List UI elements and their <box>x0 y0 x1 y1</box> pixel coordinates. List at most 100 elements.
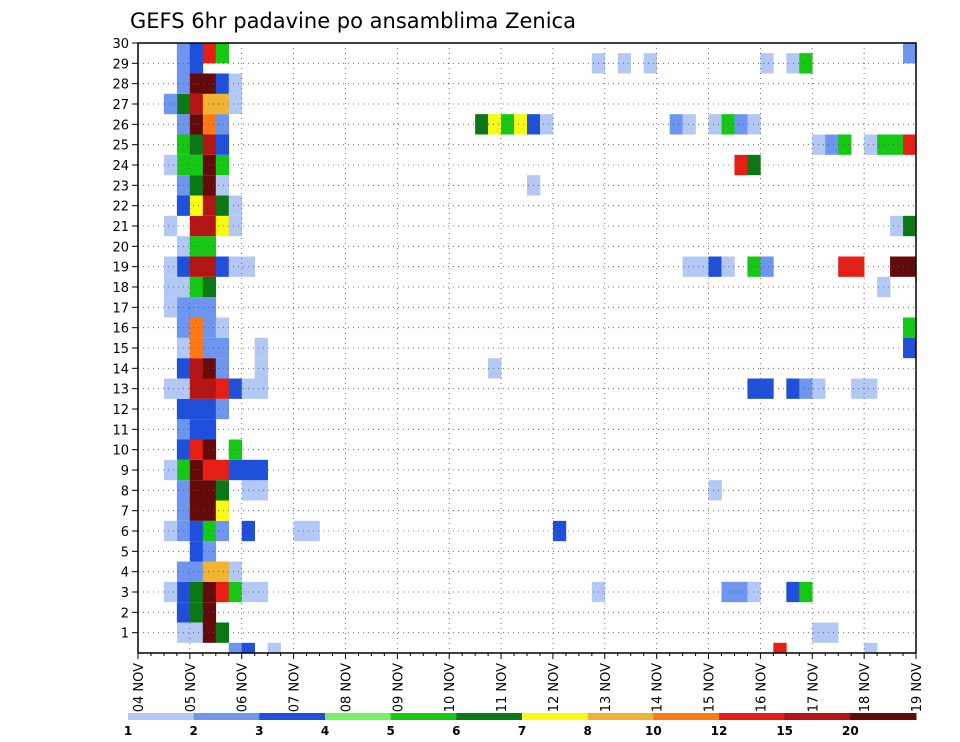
precip-cell <box>189 602 204 623</box>
y-tick-label: 15 <box>112 342 129 357</box>
precip-cell <box>215 114 230 135</box>
precip-cell <box>189 541 204 562</box>
legend-label: 6 <box>452 724 460 738</box>
legend-swatch <box>522 713 589 720</box>
precip-cell <box>189 297 204 318</box>
y-tick-label: 24 <box>112 159 129 174</box>
x-tick-label: 08 NOV <box>339 663 354 712</box>
heatmap-cells <box>163 43 917 653</box>
precip-cell <box>189 581 204 603</box>
precip-cell <box>890 256 904 277</box>
precip-cell <box>189 500 204 521</box>
legend-swatch <box>259 713 326 720</box>
precip-cell <box>734 114 748 135</box>
precip-cell <box>163 93 178 115</box>
precip-cell <box>189 175 204 196</box>
precip-cell <box>215 73 230 94</box>
x-tick-label: 10 NOV <box>443 663 458 712</box>
y-tick-label: 23 <box>112 179 129 194</box>
precip-cell <box>215 195 230 216</box>
precip-cell <box>851 256 865 277</box>
precip-cell <box>747 378 761 399</box>
precip-cell <box>228 561 243 582</box>
precip-cell <box>228 93 243 115</box>
precip-cell <box>708 114 722 135</box>
precip-cell <box>734 154 748 176</box>
precip-cell <box>202 378 217 399</box>
legend-label: 3 <box>255 724 263 738</box>
x-tick-label: 13 NOV <box>599 663 614 712</box>
precip-cell <box>903 256 917 277</box>
y-tick-label: 2 <box>121 606 129 621</box>
precip-cell <box>163 581 178 603</box>
precip-cell <box>202 134 217 155</box>
grid-lines <box>138 42 916 653</box>
precip-cell <box>189 134 204 155</box>
precip-cell <box>189 439 204 460</box>
precip-cell <box>786 53 800 74</box>
legend-label: 4 <box>321 724 329 738</box>
legend-label: 5 <box>386 724 394 738</box>
precip-cell <box>202 236 217 257</box>
precip-cell <box>215 622 230 643</box>
x-axis-ticks: 04 NOV 05 NOV 06 NOV 07 NOV 08 NOV 09 NOV 10 N… <box>132 653 925 712</box>
precip-cell <box>747 154 761 176</box>
precip-cell <box>293 520 307 542</box>
precip-cell <box>254 581 268 603</box>
precip-cell <box>202 317 217 338</box>
y-tick-label: 9 <box>121 464 129 479</box>
x-tick-label: 11 NOV <box>495 663 510 712</box>
precip-cell <box>189 520 204 542</box>
precip-cell <box>189 93 204 115</box>
precip-cell <box>215 398 230 420</box>
precip-cell <box>903 317 917 338</box>
y-tick-label: 3 <box>121 586 129 601</box>
precip-cell <box>708 480 722 501</box>
legend-swatch <box>128 713 195 720</box>
legend-swatch <box>587 713 654 720</box>
precip-cell <box>202 93 217 115</box>
x-tick-label: 18 NOV <box>858 663 873 712</box>
precip-cell <box>202 581 217 603</box>
precip-cell <box>682 114 696 135</box>
precip-cell <box>163 297 178 318</box>
color-legend: 1 2 3 4 5 6 7 8 10 12 15 20 <box>124 713 917 738</box>
precip-cell <box>215 561 230 582</box>
precip-cell <box>254 480 268 501</box>
x-tick-label: 19 NOV <box>910 663 925 712</box>
precip-cell <box>202 175 217 196</box>
precip-cell <box>202 480 217 501</box>
precip-cell <box>189 73 204 94</box>
precip-cell <box>799 53 813 74</box>
precip-cell <box>163 276 178 298</box>
precip-cell <box>514 114 528 135</box>
precip-cell <box>215 500 230 521</box>
precip-cell <box>202 459 217 481</box>
y-tick-label: 16 <box>112 322 129 337</box>
y-tick-label: 10 <box>112 444 129 459</box>
x-tick-label: 12 NOV <box>547 663 562 712</box>
precip-cell <box>786 581 800 603</box>
precip-cell <box>215 215 230 237</box>
precip-cell <box>189 337 204 359</box>
precip-cell <box>215 358 230 379</box>
precip-cell <box>825 134 839 155</box>
precip-cell <box>202 297 217 318</box>
y-axis-ticks: 1234567891011121314151617181920212223242… <box>112 37 138 642</box>
precip-cell <box>760 53 774 74</box>
precip-cell <box>254 337 268 359</box>
legend-swatch <box>719 713 786 720</box>
precip-cell <box>228 256 243 277</box>
precip-cell <box>903 43 917 64</box>
legend-label: 12 <box>711 724 728 738</box>
precip-cell <box>163 256 178 277</box>
x-tick-label: 09 NOV <box>391 663 406 712</box>
precip-cell <box>202 276 217 298</box>
precip-cell <box>501 114 515 135</box>
precip-cell <box>903 215 917 237</box>
precip-cell <box>189 236 204 257</box>
precip-cell <box>838 134 852 155</box>
legend-label: 8 <box>583 724 591 738</box>
precip-cell <box>202 419 217 440</box>
